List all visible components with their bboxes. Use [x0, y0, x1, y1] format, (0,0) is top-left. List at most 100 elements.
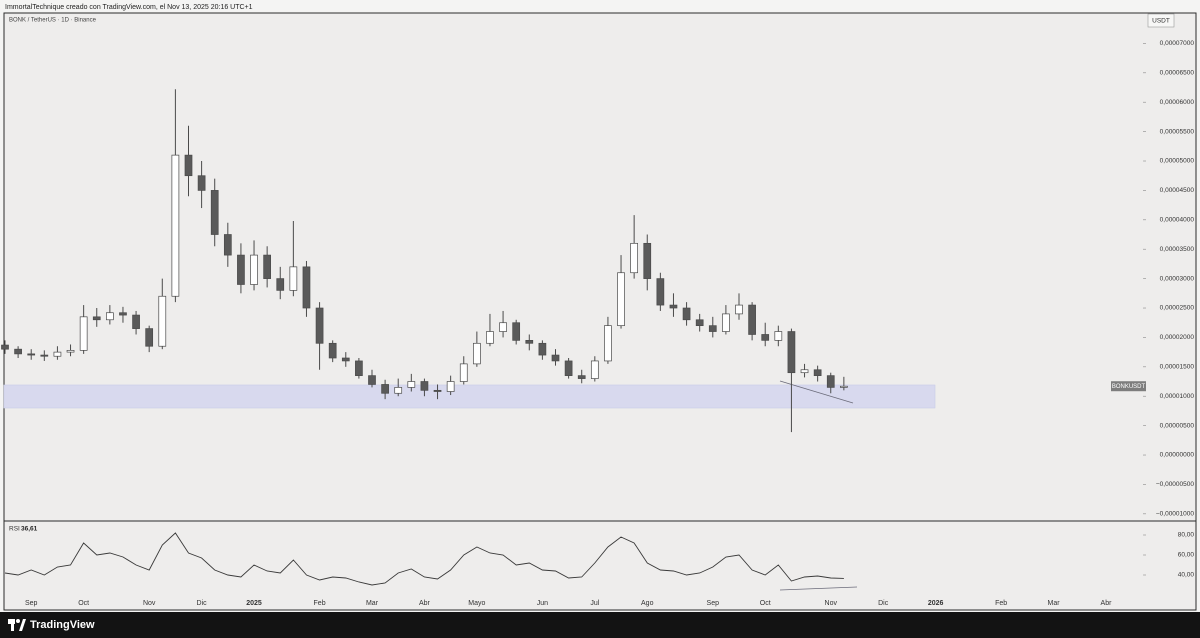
candle-body	[459, 363, 468, 382]
footer	[0, 612, 1200, 638]
candle-body	[66, 350, 75, 353]
x-tick-label: Nov	[143, 600, 156, 607]
x-tick-label: Mayo	[468, 600, 485, 607]
y-tick-label: 0,00004000	[1160, 217, 1195, 224]
candle-body	[499, 322, 507, 332]
x-tick-label: Jun	[537, 600, 548, 607]
x-tick-label: Abr	[1101, 600, 1113, 607]
candle-body	[722, 313, 730, 332]
x-tick-label: Mar	[366, 600, 379, 607]
candle-body	[630, 242, 638, 274]
candle-body	[197, 175, 206, 191]
candle-body	[341, 357, 350, 362]
y-tick-label: 0,00006500	[1160, 70, 1195, 77]
candle-body	[604, 325, 612, 362]
candle-body	[551, 354, 560, 362]
candle-body	[92, 316, 101, 321]
candle-body	[669, 304, 678, 309]
candle-body	[420, 381, 429, 391]
candle-body	[787, 331, 796, 374]
candle-body	[748, 304, 756, 335]
chart-title: BONK / TetherUS · 1D · Binance	[9, 18, 97, 24]
candle-body	[132, 314, 140, 329]
y-tick-label: 0,00007000	[1160, 40, 1195, 47]
candle-body	[302, 266, 311, 309]
candle-body	[119, 312, 127, 316]
candle-body	[486, 331, 494, 344]
x-tick-label: Abr	[419, 600, 431, 607]
y-tick-label: 0,00003000	[1160, 275, 1195, 282]
candle-body	[158, 295, 167, 347]
currency-box	[1147, 13, 1175, 28]
candle-body	[223, 234, 232, 256]
x-tick-label: Ago	[641, 600, 654, 607]
brand-logo	[8, 619, 26, 631]
trend-line	[779, 380, 854, 404]
candle-body	[394, 387, 403, 394]
candle-body	[525, 340, 534, 344]
y-tick-label: 0,00003500	[1160, 246, 1195, 253]
candle-body	[14, 348, 22, 355]
candle-body	[171, 154, 180, 297]
candle-body	[368, 375, 376, 385]
candle-body	[538, 342, 547, 356]
rsi-name: RSI	[9, 526, 20, 533]
y-tick-label: 0,00001000	[1160, 393, 1195, 400]
candle-body	[106, 312, 114, 321]
x-tick-label: Oct	[78, 600, 89, 607]
price-tag-box	[1111, 381, 1146, 392]
candle-body	[407, 381, 416, 388]
currency: USDT	[1152, 18, 1170, 25]
footer-brand: TradingView	[30, 619, 95, 631]
x-tick-label: Dic	[197, 600, 208, 607]
y-tick-label: 0,00000500	[1160, 422, 1195, 429]
candle-body	[53, 351, 62, 357]
candle-body	[276, 278, 285, 291]
candle-body	[315, 307, 324, 344]
candle-body	[682, 307, 691, 321]
candle-body	[328, 342, 337, 359]
candle-body	[577, 375, 586, 379]
x-tick-label: Nov	[825, 600, 838, 607]
x-tick-label: Dic	[878, 600, 889, 607]
x-tick-label: Feb	[314, 600, 326, 607]
y-tick-label: 60,00	[1178, 552, 1195, 559]
candle-body	[250, 254, 258, 285]
candle-body	[381, 384, 389, 394]
x-tick-label: Mar	[1048, 600, 1061, 607]
candle-body	[617, 272, 625, 327]
candle-body	[289, 266, 298, 291]
candle-body	[1, 344, 9, 350]
x-tick-label: Oct	[760, 600, 771, 607]
y-tick-label: −0,00000500	[1156, 481, 1195, 488]
y-tick-label: −0,00001000	[1156, 511, 1195, 518]
candle-body	[800, 369, 809, 374]
y-tick-label: 0,00006000	[1160, 99, 1195, 106]
candle-body	[695, 319, 704, 327]
candle-body	[813, 369, 822, 376]
candle-body	[27, 353, 36, 356]
y-tick-label: 40,00	[1178, 572, 1195, 579]
candle-body	[145, 328, 154, 347]
x-tick-label: 2025	[246, 600, 262, 607]
y-tick-label: 0,00002500	[1160, 305, 1195, 312]
candle-body	[774, 331, 783, 341]
y-tick-label: 0,00004500	[1160, 187, 1195, 194]
chart-panel	[3, 12, 1197, 611]
candle-body	[708, 325, 717, 332]
rsi-line	[4, 532, 844, 586]
y-tick-label: 0,00005000	[1160, 158, 1195, 165]
support-zone	[3, 384, 936, 409]
rsi-last: 36,61	[21, 526, 38, 533]
price-tag: BONKUSDT	[1112, 384, 1146, 390]
candle-body	[79, 316, 88, 351]
y-tick-label: 0,00002000	[1160, 334, 1195, 341]
candle-body	[512, 322, 521, 341]
candle-body	[446, 381, 455, 392]
y-tick-label: 0,00000000	[1160, 452, 1195, 459]
x-tick-label: 2026	[928, 600, 944, 607]
candle-body	[656, 278, 665, 306]
y-tick-label: 80,00	[1178, 532, 1195, 539]
